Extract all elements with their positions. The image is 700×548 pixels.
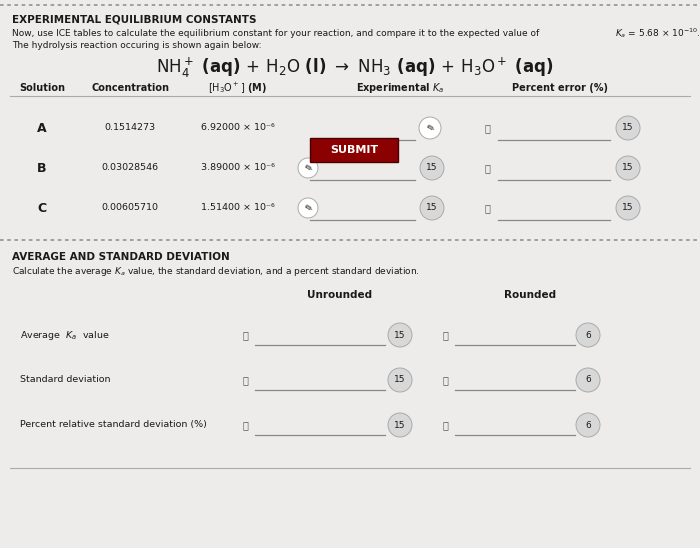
Text: EXPERIMENTAL EQUILIBRIUM CONSTANTS: EXPERIMENTAL EQUILIBRIUM CONSTANTS	[12, 15, 256, 25]
Text: 15: 15	[394, 375, 406, 385]
Text: 1.51400 × 10⁻⁶: 1.51400 × 10⁻⁶	[201, 203, 275, 213]
Text: Unrounded: Unrounded	[307, 290, 372, 300]
Text: 15: 15	[394, 330, 406, 340]
Text: 15: 15	[394, 420, 406, 430]
Circle shape	[388, 323, 412, 347]
Text: Percent relative standard deviation (%): Percent relative standard deviation (%)	[20, 420, 207, 430]
Text: Concentration: Concentration	[91, 83, 169, 93]
Circle shape	[616, 156, 640, 180]
Text: C: C	[37, 202, 47, 214]
Text: 🔒: 🔒	[484, 203, 490, 213]
Circle shape	[576, 368, 600, 392]
Circle shape	[576, 323, 600, 347]
Text: $[\mathrm{H_3O^+}]$ (M): $[\mathrm{H_3O^+}]$ (M)	[209, 81, 267, 95]
Text: $K_a$ = 5.68 × 10$^{-10}$.: $K_a$ = 5.68 × 10$^{-10}$.	[615, 26, 700, 40]
Circle shape	[388, 413, 412, 437]
Text: 6: 6	[585, 375, 591, 385]
Text: ✏: ✏	[424, 122, 436, 134]
Text: 0.00605710: 0.00605710	[102, 203, 158, 213]
Text: 🔒: 🔒	[442, 330, 448, 340]
Text: The hydrolysis reaction occuring is shown again below:: The hydrolysis reaction occuring is show…	[12, 42, 262, 50]
Text: Average  $K_a$  value: Average $K_a$ value	[20, 328, 110, 341]
Text: 15: 15	[622, 203, 634, 213]
Circle shape	[419, 117, 441, 139]
Text: 🔒: 🔒	[484, 123, 490, 133]
Text: 15: 15	[426, 163, 438, 173]
Circle shape	[616, 116, 640, 140]
Text: 15: 15	[622, 123, 634, 133]
FancyBboxPatch shape	[310, 138, 398, 162]
Text: 15: 15	[426, 203, 438, 213]
Text: ✏: ✏	[302, 162, 314, 174]
Text: 🔒: 🔒	[242, 375, 248, 385]
Text: 🔒: 🔒	[242, 330, 248, 340]
Text: Percent error (%): Percent error (%)	[512, 83, 608, 93]
Circle shape	[298, 198, 318, 218]
Text: A: A	[37, 122, 47, 134]
Text: ✏: ✏	[302, 202, 314, 214]
Text: Now, use ICE tables to calculate the equilibrium constant for your reaction, and: Now, use ICE tables to calculate the equ…	[12, 28, 539, 37]
Text: 6: 6	[585, 420, 591, 430]
Text: Experimental $K_a$: Experimental $K_a$	[356, 81, 444, 95]
Text: 0.03028546: 0.03028546	[102, 163, 159, 173]
Text: 6: 6	[585, 330, 591, 340]
Text: 🔒: 🔒	[442, 420, 448, 430]
Text: Calculate the average $K_a$ value, the standard deviation, and a percent standar: Calculate the average $K_a$ value, the s…	[12, 265, 420, 277]
Circle shape	[388, 368, 412, 392]
Text: 🔒: 🔒	[242, 420, 248, 430]
Text: 15: 15	[622, 163, 634, 173]
Text: 6.92000 × 10⁻⁶: 6.92000 × 10⁻⁶	[201, 123, 275, 133]
Text: 🔒: 🔒	[484, 163, 490, 173]
Circle shape	[420, 196, 444, 220]
Text: $\mathrm{NH_4^+}$ (aq) $+$ $\mathrm{H_2O}$ (l) $\rightarrow$ $\mathrm{NH_3}$ (aq: $\mathrm{NH_4^+}$ (aq) $+$ $\mathrm{H_2O…	[156, 56, 554, 80]
Text: B: B	[37, 162, 47, 174]
Circle shape	[616, 196, 640, 220]
Text: Rounded: Rounded	[504, 290, 556, 300]
Circle shape	[420, 156, 444, 180]
Text: SUBMIT: SUBMIT	[330, 145, 378, 155]
Circle shape	[576, 413, 600, 437]
Text: AVERAGE AND STANDARD DEVIATION: AVERAGE AND STANDARD DEVIATION	[12, 252, 230, 262]
Text: Standard deviation: Standard deviation	[20, 375, 111, 385]
Text: 0.1514273: 0.1514273	[104, 123, 155, 133]
Text: 3.89000 × 10⁻⁶: 3.89000 × 10⁻⁶	[201, 163, 275, 173]
Text: 🔒: 🔒	[442, 375, 448, 385]
Circle shape	[298, 158, 318, 178]
Text: Solution: Solution	[19, 83, 65, 93]
